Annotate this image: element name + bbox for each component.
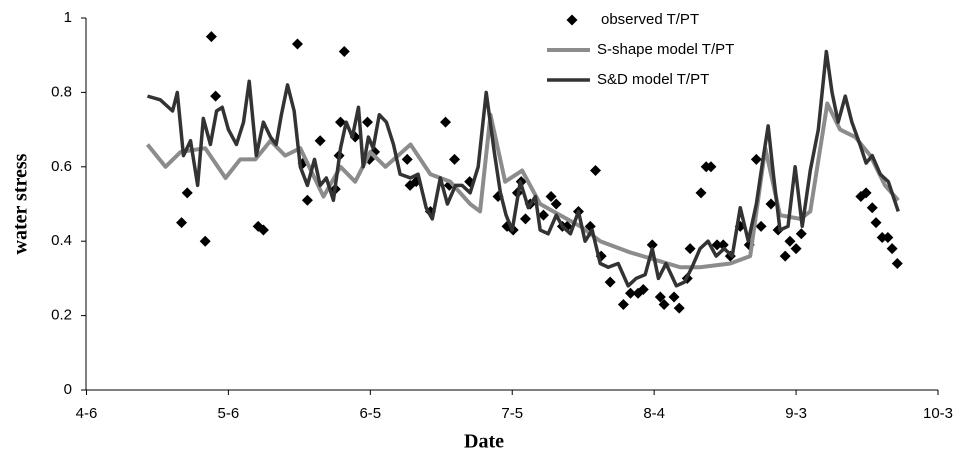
y-tick-label: 0.4 (51, 232, 72, 249)
observed-point (617, 298, 629, 310)
observed-point (784, 235, 796, 247)
y-tick-label: 0.6 (51, 158, 72, 175)
x-axis-label: Date (464, 431, 504, 453)
observed-point (755, 220, 767, 232)
observed-point (668, 291, 680, 303)
observed-point (886, 243, 898, 255)
model-line (147, 49, 900, 288)
x-tick-label: 6-5 (359, 405, 381, 422)
observed-point (257, 224, 269, 236)
observed-point (795, 228, 807, 240)
observed-point (882, 231, 894, 243)
legend-label: S&D model T/PT (597, 71, 709, 88)
observed-point (765, 198, 777, 210)
x-tick-label: 7-5 (501, 405, 523, 422)
observed-point (291, 38, 303, 50)
y-axis-label: water stress (10, 153, 32, 254)
observed-point (314, 135, 326, 147)
x-tick-label: 10-3 (923, 405, 953, 422)
observed-point (335, 116, 347, 128)
observed-point (210, 90, 222, 102)
observed-point (181, 187, 193, 199)
legend-label: S-shape model T/PT (597, 41, 734, 58)
observed-point (717, 239, 729, 251)
observed-point (301, 194, 313, 206)
observed-point (876, 231, 888, 243)
y-tick-label: 0 (64, 381, 72, 398)
observed-point (779, 250, 791, 262)
observed-point (684, 243, 696, 255)
observed-point (891, 258, 903, 270)
y-tick-label: 0.2 (51, 307, 72, 324)
observed-point (604, 276, 616, 288)
observed-point (338, 45, 350, 57)
observed-point (673, 302, 685, 314)
x-tick-label: 8-4 (643, 405, 665, 422)
x-tick-label: 9-3 (785, 405, 807, 422)
observed-point (646, 239, 658, 251)
y-tick-label: 1 (64, 9, 72, 26)
observed-point (401, 153, 413, 165)
observed-point (519, 213, 531, 225)
observed-point (658, 298, 670, 310)
legend-marker (566, 14, 578, 26)
observed-point (705, 161, 717, 173)
observed-point (654, 291, 666, 303)
observed-point (550, 198, 562, 210)
observed-point (625, 287, 637, 299)
observed-point (870, 217, 882, 229)
observed-point (176, 217, 188, 229)
observed-point (449, 153, 461, 165)
observed-point (589, 165, 601, 177)
legend-label: observed T/PT (601, 11, 699, 28)
observed-point (860, 187, 872, 199)
observed-point (205, 31, 217, 43)
observed-point (866, 202, 878, 214)
observed-point (537, 209, 549, 221)
observed-point (545, 191, 557, 203)
observed-point (361, 116, 373, 128)
x-tick-label: 4-6 (76, 405, 98, 422)
y-tick-label: 0.8 (51, 83, 72, 100)
observed-point (501, 220, 513, 232)
observed-point (637, 284, 649, 296)
observed-point (790, 243, 802, 255)
x-tick-label: 5-6 (218, 405, 240, 422)
observed-point (695, 187, 707, 199)
observed-point (750, 153, 762, 165)
observed-point (440, 116, 452, 128)
observed-point (199, 235, 211, 247)
observed-point (711, 239, 723, 251)
